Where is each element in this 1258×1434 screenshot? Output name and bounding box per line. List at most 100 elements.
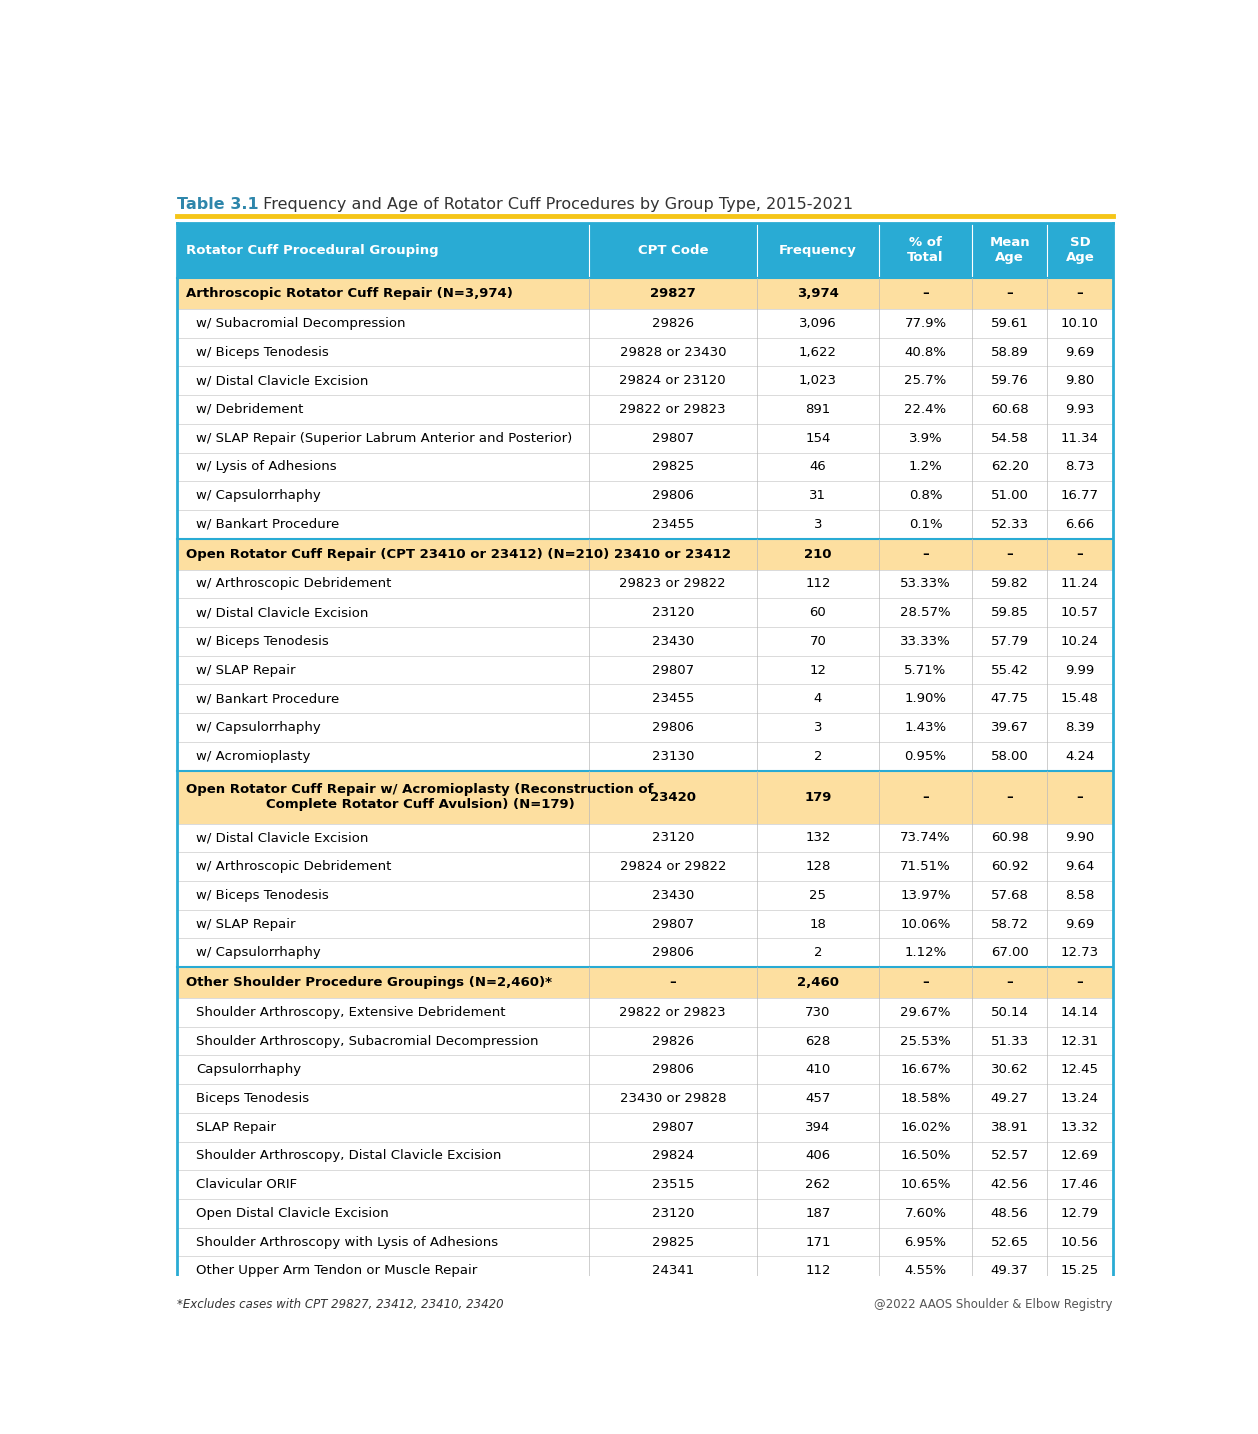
Text: Arthroscopic Rotator Cuff Repair (N=3,974): Arthroscopic Rotator Cuff Repair (N=3,97… [186,287,513,300]
Text: 9.99: 9.99 [1066,664,1094,677]
Text: 23455: 23455 [652,693,694,706]
Text: 730: 730 [805,1005,830,1020]
Text: –: – [1006,790,1013,803]
Text: 24341: 24341 [652,1265,694,1278]
Text: 71.51%: 71.51% [901,860,951,873]
Text: 29826: 29826 [652,1034,694,1048]
Text: –: – [922,287,928,300]
Text: 23515: 23515 [652,1179,694,1192]
Text: 31: 31 [809,489,827,502]
Text: 50.14: 50.14 [991,1005,1029,1020]
Text: Other Upper Arm Tendon or Muscle Repair: Other Upper Arm Tendon or Muscle Repair [196,1265,478,1278]
Text: 52.33: 52.33 [991,518,1029,531]
Text: 2: 2 [814,750,823,763]
Bar [176,396,1113,424]
Text: 16.50%: 16.50% [901,1150,951,1163]
Bar [176,967,1113,998]
Text: 13.97%: 13.97% [901,889,951,902]
Bar [176,598,1113,627]
Text: 394: 394 [805,1121,830,1134]
Text: 70: 70 [809,635,827,648]
Text: 59.61: 59.61 [991,317,1029,330]
Text: 10.06%: 10.06% [901,918,951,931]
Bar [176,338,1113,367]
Bar [176,222,1113,278]
Text: w/ Biceps Tenodesis: w/ Biceps Tenodesis [196,889,330,902]
Text: 3: 3 [814,721,823,734]
Text: 1.2%: 1.2% [908,460,942,473]
Text: 60.98: 60.98 [991,832,1029,845]
Text: 5.71%: 5.71% [905,664,946,677]
Text: 25.53%: 25.53% [901,1034,951,1048]
Text: 23430: 23430 [652,889,694,902]
Text: 33.33%: 33.33% [901,635,951,648]
Text: SLAP Repair: SLAP Repair [196,1121,276,1134]
Text: 29822 or 29823: 29822 or 29823 [619,1005,726,1020]
Bar [176,367,1113,396]
Text: w/ Subacromial Decompression: w/ Subacromial Decompression [196,317,406,330]
Text: % of
Total: % of Total [907,237,944,264]
Text: 29806: 29806 [652,1063,694,1077]
Text: 29.67%: 29.67% [901,1005,951,1020]
Text: 12: 12 [809,664,827,677]
Bar [176,1199,1113,1228]
Text: 457: 457 [805,1091,830,1106]
Text: 46: 46 [809,460,827,473]
Text: 2: 2 [814,946,823,959]
Text: 628: 628 [805,1034,830,1048]
Text: Rotator Cuff Procedural Grouping: Rotator Cuff Procedural Grouping [186,244,439,257]
Text: 128: 128 [805,860,830,873]
Text: –: – [1077,287,1083,300]
Text: 12.73: 12.73 [1060,946,1099,959]
Text: Mean
Age: Mean Age [990,237,1030,264]
Text: 1.12%: 1.12% [905,946,946,959]
Text: 15.48: 15.48 [1060,693,1099,706]
Text: *Excludes cases with CPT 29827, 23412, 23410, 23420: *Excludes cases with CPT 29827, 23412, 2… [176,1298,503,1311]
Text: 42.56: 42.56 [991,1179,1029,1192]
Text: 15.25: 15.25 [1060,1265,1099,1278]
Text: Biceps Tenodesis: Biceps Tenodesis [196,1091,309,1106]
Text: 38.91: 38.91 [991,1121,1029,1134]
Text: 54.58: 54.58 [991,432,1029,445]
Text: 1.90%: 1.90% [905,693,946,706]
Text: 16.77: 16.77 [1060,489,1099,502]
Text: –: – [1006,977,1013,989]
Text: 154: 154 [805,432,830,445]
Text: Clavicular ORIF: Clavicular ORIF [196,1179,297,1192]
Text: 12.79: 12.79 [1060,1207,1099,1220]
Bar [176,424,1113,453]
Text: w/ SLAP Repair (Superior Labrum Anterior and Posterior): w/ SLAP Repair (Superior Labrum Anterior… [196,432,572,445]
Text: 49.37: 49.37 [991,1265,1029,1278]
Text: 10.24: 10.24 [1060,635,1099,648]
Text: 67.00: 67.00 [991,946,1029,959]
Bar [176,770,1113,823]
Text: Table 3.1: Table 3.1 [176,198,258,212]
Bar [176,1113,1113,1141]
Text: 891: 891 [805,403,830,416]
Text: 49.27: 49.27 [991,1091,1029,1106]
Text: 29825: 29825 [652,460,694,473]
Bar [176,511,1113,539]
Text: 77.9%: 77.9% [905,317,946,330]
Text: 23430 or 29828: 23430 or 29828 [619,1091,726,1106]
Text: 23120: 23120 [652,832,694,845]
Text: w/ Arthroscopic Debridement: w/ Arthroscopic Debridement [196,860,391,873]
Text: w/ Debridement: w/ Debridement [196,403,303,416]
Text: 29824 or 29822: 29824 or 29822 [619,860,726,873]
Text: 52.57: 52.57 [991,1150,1029,1163]
Bar [176,539,1113,569]
Text: 18.58%: 18.58% [901,1091,951,1106]
Text: 40.8%: 40.8% [905,346,946,358]
Bar [176,684,1113,713]
Bar [176,1055,1113,1084]
Text: 23455: 23455 [652,518,694,531]
Text: 60.92: 60.92 [991,860,1029,873]
Bar [176,1084,1113,1113]
Text: 60.68: 60.68 [991,403,1029,416]
Text: 1,622: 1,622 [799,346,837,358]
Text: 1.43%: 1.43% [905,721,946,734]
Text: –: – [922,977,928,989]
Text: w/ SLAP Repair: w/ SLAP Repair [196,664,296,677]
Text: w/ Arthroscopic Debridement: w/ Arthroscopic Debridement [196,578,391,591]
Text: 0.8%: 0.8% [908,489,942,502]
